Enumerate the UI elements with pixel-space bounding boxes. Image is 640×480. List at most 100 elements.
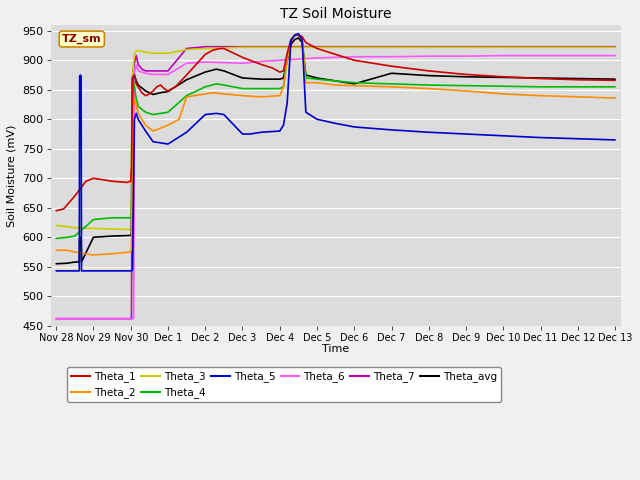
- Theta_3: [90, 226, 97, 231]
- Theta_avg: [141, 88, 149, 94]
- Theta_6: [63, 316, 71, 322]
- Theta_5: [77, 72, 84, 78]
- Theta_6: [127, 316, 134, 322]
- Theta_avg: [574, 76, 582, 82]
- Theta_5: [574, 136, 582, 142]
- Theta_5: [388, 127, 396, 133]
- Legend: Theta_1, Theta_2, Theta_3, Theta_4, Theta_5, Theta_6, Theta_7, Theta_avg: Theta_1, Theta_2, Theta_3, Theta_4, Thet…: [67, 367, 501, 402]
- Theta_5: [108, 268, 116, 274]
- Theta_2: [280, 84, 287, 90]
- Theta_7: [127, 316, 134, 322]
- Theta_4: [157, 110, 164, 116]
- Theta_1: [246, 58, 254, 63]
- Theta_1: [388, 63, 396, 69]
- Line: Theta_4: Theta_4: [56, 35, 615, 239]
- Theta_6: [425, 53, 433, 59]
- Theta_1: [209, 48, 216, 53]
- Theta_6: [574, 53, 582, 59]
- Theta_4: [183, 93, 191, 98]
- Theta_1: [313, 46, 321, 51]
- Theta_2: [499, 91, 507, 97]
- Theta_7: [134, 61, 142, 67]
- Theta_3: [71, 225, 79, 231]
- Theta_4: [149, 112, 157, 118]
- Theta_7: [183, 46, 191, 51]
- Theta_7: [332, 44, 339, 49]
- Theta_3: [313, 45, 321, 50]
- Theta_7: [574, 44, 582, 49]
- Theta_5: [63, 268, 71, 274]
- Theta_3: [131, 51, 138, 57]
- Theta_2: [313, 80, 321, 85]
- Theta_4: [294, 32, 302, 38]
- Theta_avg: [77, 259, 85, 265]
- Theta_6: [131, 69, 138, 75]
- Theta_avg: [388, 71, 396, 76]
- Theta_7: [131, 60, 138, 66]
- Theta_7: [71, 316, 79, 322]
- Theta_2: [63, 247, 71, 253]
- Theta_6: [157, 72, 164, 77]
- Theta_2: [127, 246, 135, 252]
- Theta_1: [129, 75, 136, 81]
- Line: Theta_2: Theta_2: [56, 35, 615, 255]
- Theta_2: [134, 110, 142, 116]
- Theta_avg: [77, 234, 84, 240]
- Theta_4: [499, 84, 507, 89]
- Theta_5: [246, 131, 254, 137]
- Theta_5: [76, 268, 83, 274]
- Line: Theta_6: Theta_6: [56, 56, 615, 319]
- Theta_avg: [220, 68, 228, 74]
- Theta_7: [127, 316, 135, 322]
- Theta_4: [280, 84, 287, 90]
- Theta_4: [291, 33, 298, 38]
- Theta_3: [129, 72, 136, 78]
- Theta_1: [108, 179, 116, 184]
- Theta_6: [164, 72, 172, 77]
- Theta_5: [425, 130, 433, 135]
- Theta_3: [183, 47, 191, 52]
- Theta_avg: [291, 37, 298, 43]
- Theta_2: [388, 84, 396, 90]
- Theta_6: [332, 54, 339, 60]
- Theta_2: [132, 102, 140, 108]
- Theta_7: [537, 44, 545, 49]
- Theta_1: [131, 72, 138, 78]
- Theta_4: [52, 236, 60, 241]
- Theta_1: [141, 93, 149, 98]
- Theta_6: [462, 53, 470, 59]
- Theta_2: [287, 38, 295, 44]
- Theta_2: [332, 82, 339, 88]
- Theta_3: [351, 45, 358, 50]
- Theta_7: [138, 66, 146, 72]
- Theta_5: [90, 268, 97, 274]
- Theta_2: [183, 94, 191, 100]
- Theta_2: [574, 94, 582, 100]
- Line: Theta_7: Theta_7: [56, 47, 615, 319]
- Theta_4: [298, 35, 306, 41]
- Theta_3: [332, 45, 339, 50]
- Theta_1: [145, 91, 153, 97]
- Theta_4: [302, 75, 310, 81]
- Theta_2: [141, 122, 149, 128]
- Theta_5: [499, 133, 507, 139]
- Theta_7: [425, 44, 433, 49]
- Theta_7: [499, 44, 507, 49]
- Theta_1: [257, 61, 265, 67]
- Theta_1: [82, 179, 90, 184]
- Theta_1: [268, 65, 276, 71]
- Theta_4: [63, 234, 71, 240]
- Theta_2: [108, 251, 116, 257]
- Theta_5: [76, 73, 83, 79]
- Theta_3: [276, 45, 284, 50]
- Theta_avg: [313, 75, 321, 81]
- Theta_1: [294, 32, 302, 38]
- Theta_avg: [302, 72, 310, 78]
- Theta_1: [132, 81, 140, 87]
- Theta_5: [313, 116, 321, 122]
- Theta_3: [388, 45, 396, 50]
- Theta_4: [351, 80, 358, 85]
- Theta_1: [90, 175, 97, 181]
- Theta_4: [108, 215, 116, 221]
- Theta_avg: [212, 66, 220, 72]
